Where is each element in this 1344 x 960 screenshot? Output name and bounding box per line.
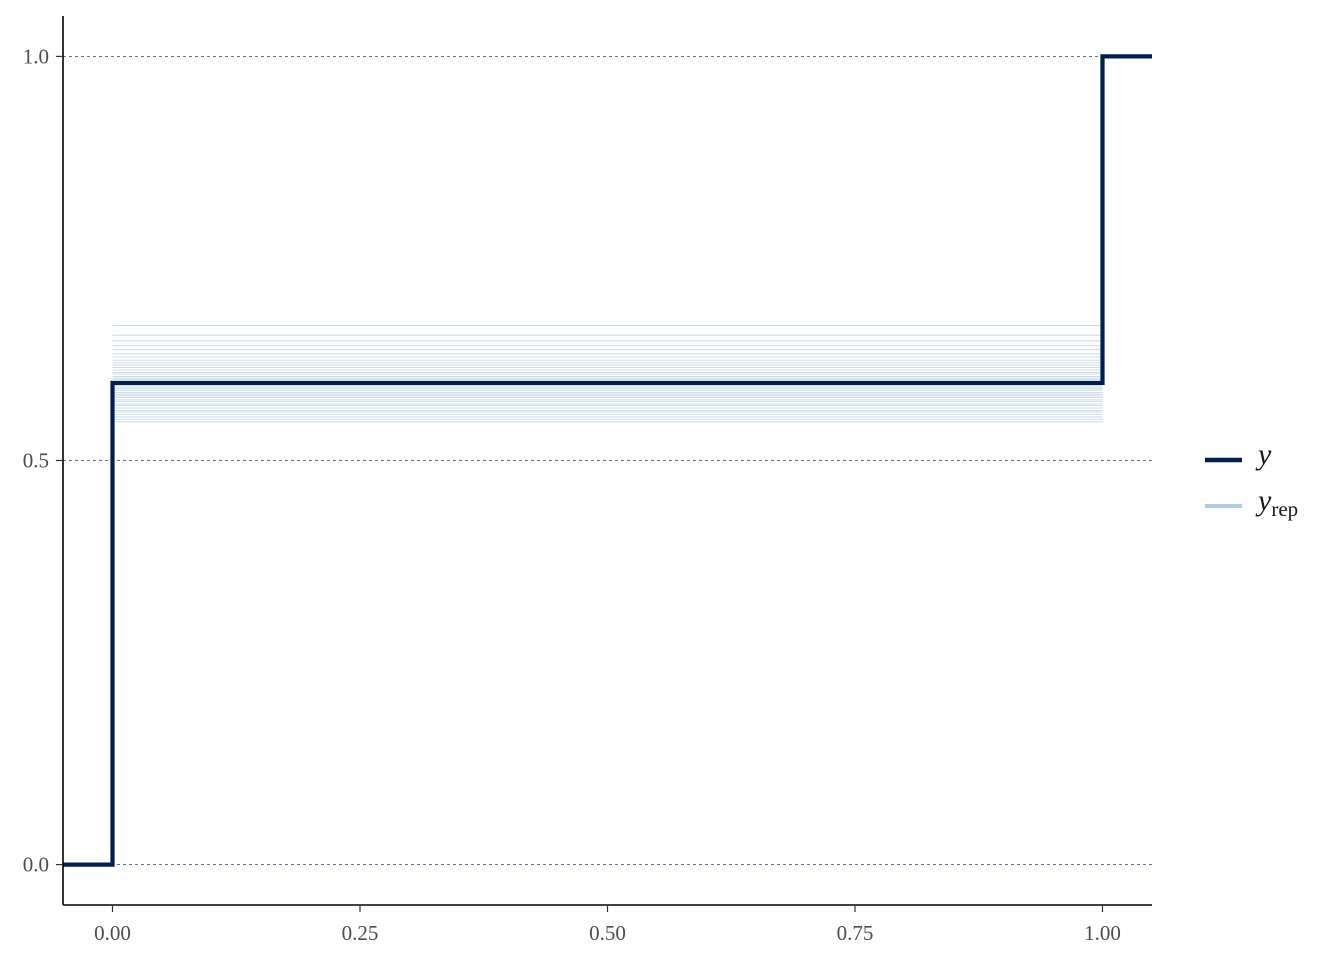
y-axis-ticks: 0.0 0.5 1.0 — [23, 44, 63, 877]
x-axis-ticks: 0.00 0.25 0.50 0.75 1.00 — [94, 905, 1121, 945]
legend-label-y: y — [1255, 438, 1272, 471]
x-tick-label: 1.00 — [1084, 921, 1121, 945]
y-series — [63, 54, 1152, 867]
legend: y yrep — [1205, 438, 1298, 521]
x-tick-label: 0.50 — [589, 921, 626, 945]
y-tick-label: 0.5 — [23, 449, 49, 473]
x-tick-label: 0.00 — [94, 921, 131, 945]
y-tick-label: 1.0 — [23, 44, 49, 68]
yrep-series — [112, 325, 1103, 423]
gridlines — [63, 56, 1152, 865]
y-step-line — [63, 54, 1152, 867]
legend-label-y_rep: yrep — [1255, 484, 1298, 521]
x-tick-label: 0.75 — [837, 921, 874, 945]
y-tick-label: 0.0 — [23, 853, 49, 877]
x-tick-label: 0.25 — [342, 921, 379, 945]
